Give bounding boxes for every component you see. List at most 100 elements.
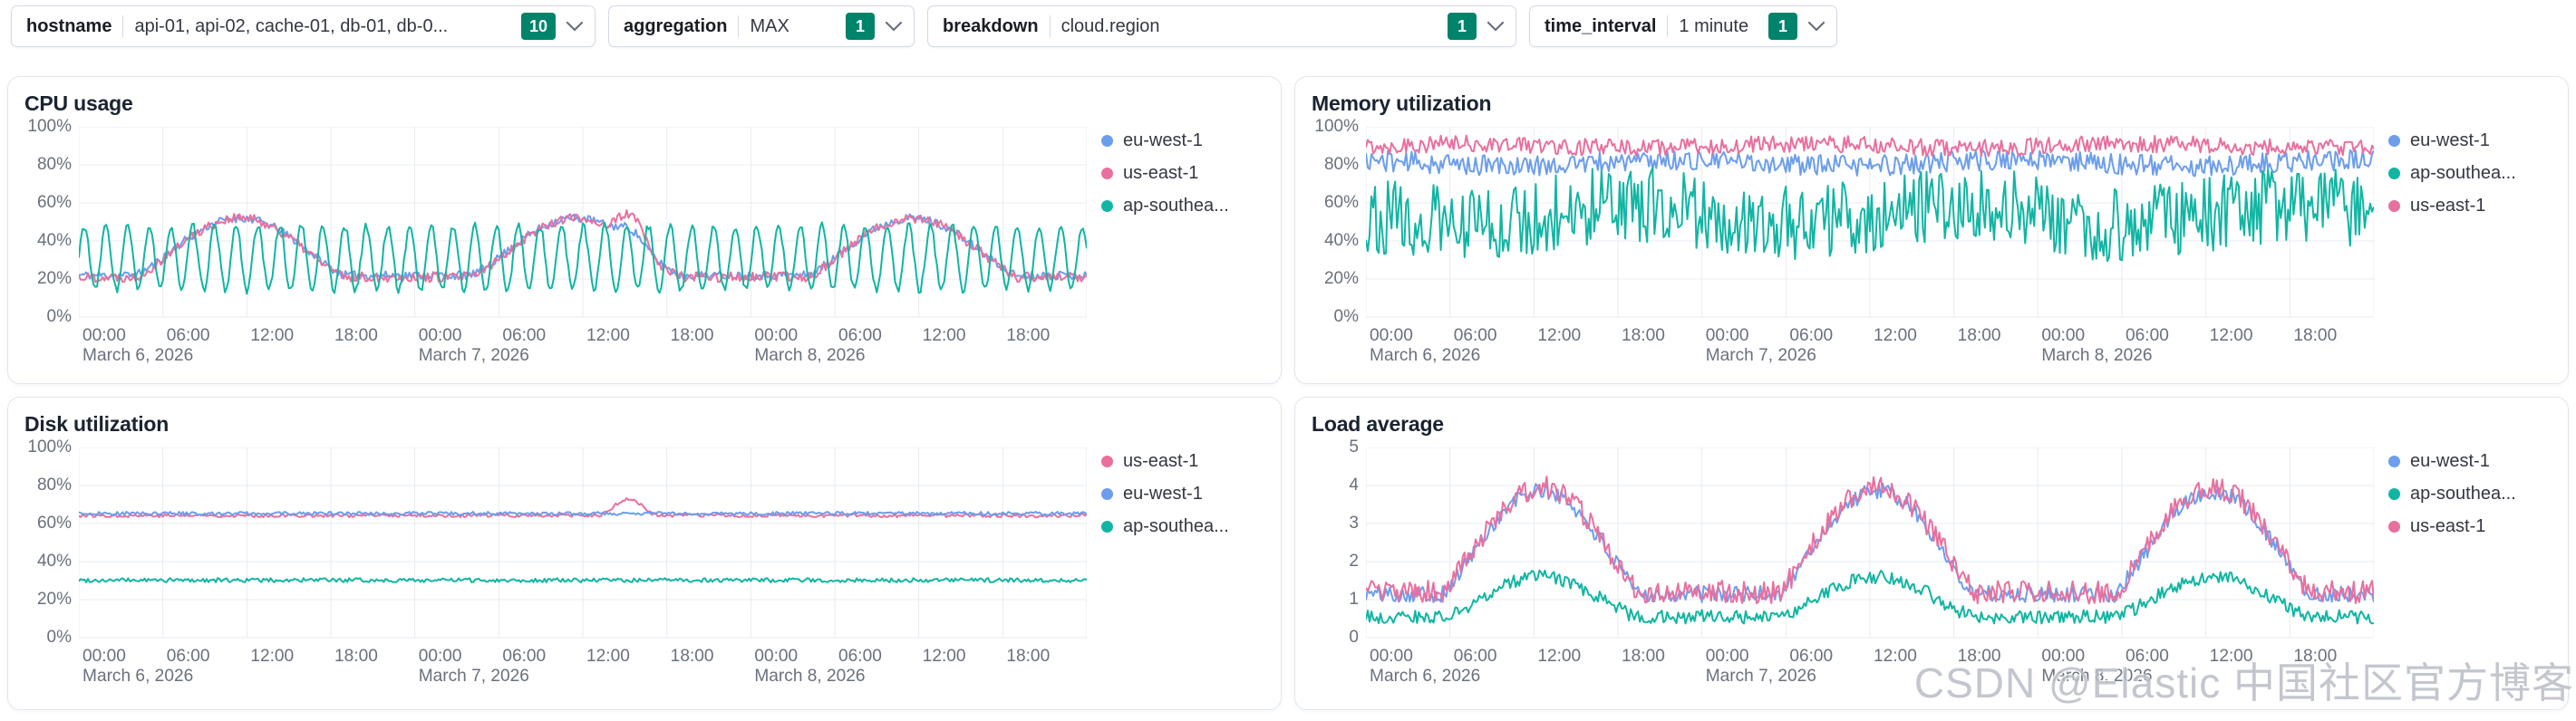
y-tick-label: 40% <box>36 552 72 571</box>
x-tick-label: 18:00 <box>1622 326 1665 345</box>
divider <box>122 15 124 37</box>
legend-item[interactable]: us-east-1 <box>2388 196 2552 216</box>
x-tick-label: 06:00 <box>1454 326 1497 345</box>
legend-dot-icon <box>2388 521 2400 533</box>
load-average-panel: Load average 5 4 3 2 1 0 00:00 March 6, 2026 06:… <box>1294 397 2569 710</box>
y-tick-label: 5 <box>1349 437 1359 457</box>
y-tick-label: 1 <box>1349 590 1359 609</box>
legend-dot-icon <box>2388 200 2400 212</box>
series-line-ap-southea... <box>79 577 1087 583</box>
filter-hostname[interactable]: hostname api-01, api-02, cache-01, db-01… <box>11 5 596 47</box>
count-badge: 1 <box>1448 13 1477 40</box>
filter-bar: hostname api-01, api-02, cache-01, db-01… <box>11 5 2576 47</box>
legend-item[interactable]: eu-west-1 <box>1101 484 1264 505</box>
legend-label: us-east-1 <box>1123 163 1199 183</box>
x-tick-label: 06:00 <box>2126 647 2169 666</box>
chevron-down-icon <box>1487 21 1504 32</box>
x-tick-label: 06:00 <box>167 647 210 666</box>
legend-dot-icon <box>1101 168 1113 179</box>
legend-item[interactable]: us-east-1 <box>1101 451 1264 472</box>
legend-item[interactable]: us-east-1 <box>1101 163 1264 184</box>
dashboard-grid: CPU usage 100% 80% 60% 40% 20% 0% 00:00 March 6… <box>7 76 2569 710</box>
divider <box>738 15 740 37</box>
x-tick-label: 00:00 <box>82 326 126 345</box>
legend-dot-icon <box>2388 456 2400 467</box>
filter-time-interval[interactable]: time_interval 1 minute 1 <box>1529 5 1837 47</box>
legend-item[interactable]: ap-southea... <box>2388 163 2552 184</box>
count-badge: 1 <box>846 13 875 40</box>
x-date-label: March 8, 2026 <box>754 346 865 364</box>
y-tick-label: 0 <box>1349 628 1359 647</box>
y-tick-label: 100% <box>27 437 72 457</box>
x-date-label: March 8, 2026 <box>2041 346 2152 364</box>
panel-title: Memory utilization <box>1312 91 1492 115</box>
x-tick-label: 18:00 <box>1006 647 1050 666</box>
x-tick-label: 12:00 <box>1874 326 1917 345</box>
y-tick-label: 40% <box>36 231 72 250</box>
x-tick-label: 00:00 <box>754 326 798 345</box>
filter-value: 1 minute <box>1679 15 1749 36</box>
legend-label: ap-southea... <box>1123 516 1229 536</box>
y-tick-label: 60% <box>1323 193 1359 212</box>
x-tick-label: 00:00 <box>2041 647 2085 666</box>
legend-item[interactable]: eu-west-1 <box>1101 130 1264 151</box>
filter-aggregation[interactable]: aggregation MAX 1 <box>608 5 915 47</box>
x-date-label: March 8, 2026 <box>754 667 865 685</box>
legend-item[interactable]: ap-southea... <box>1101 516 1264 537</box>
y-tick-label: 60% <box>36 193 72 212</box>
legend-label: us-east-1 <box>2410 196 2486 216</box>
y-tick-label: 80% <box>1323 155 1359 174</box>
legend-item[interactable]: eu-west-1 <box>2388 130 2552 151</box>
x-tick-label: 12:00 <box>1874 647 1917 666</box>
x-tick-label: 00:00 <box>419 647 462 666</box>
series-line-ap-southea... <box>79 221 1087 295</box>
chart-legend: eu-west-1 us-east-1 ap-southea... <box>1087 127 1264 228</box>
y-tick-label: 80% <box>36 155 72 174</box>
legend-item[interactable]: ap-southea... <box>1101 196 1264 216</box>
chart-area: 100% 80% 60% 40% 20% 0% 00:00 March 6, 2026 06:0… <box>24 437 1264 685</box>
x-tick-label: 06:00 <box>838 326 882 345</box>
series-line-us-east-1 <box>1366 476 2374 605</box>
legend-dot-icon <box>1101 456 1113 467</box>
y-tick-label: 0% <box>46 307 72 326</box>
chart-legend: eu-west-1 ap-southea... us-east-1 <box>2374 447 2552 549</box>
x-tick-label: 12:00 <box>586 647 630 666</box>
x-tick-label: 18:00 <box>671 326 714 345</box>
legend-dot-icon <box>1101 488 1113 500</box>
y-tick-label: 0% <box>1333 307 1359 326</box>
x-tick-label: 06:00 <box>838 647 882 666</box>
y-axis: 100% 80% 60% 40% 20% 0% <box>24 437 79 685</box>
x-date-label: March 8, 2026 <box>2041 667 2152 685</box>
filter-label: breakdown <box>943 15 1039 36</box>
legend-dot-icon <box>2388 135 2400 147</box>
filter-label: aggregation <box>624 15 728 36</box>
y-tick-label: 100% <box>1314 117 1359 136</box>
filter-breakdown[interactable]: breakdown cloud.region 1 <box>927 5 1516 47</box>
x-tick-label: 12:00 <box>586 326 630 345</box>
x-tick-label: 12:00 <box>250 326 294 345</box>
panel-title: Disk utilization <box>24 412 169 436</box>
y-tick-label: 100% <box>27 117 72 136</box>
legend-item[interactable]: eu-west-1 <box>2388 451 2552 472</box>
x-tick-label: 18:00 <box>1958 326 2001 345</box>
x-tick-label: 18:00 <box>1622 647 1665 666</box>
y-tick-label: 0% <box>46 628 72 647</box>
y-tick-label: 2 <box>1349 552 1359 571</box>
legend-item[interactable]: us-east-1 <box>2388 516 2552 537</box>
count-badge: 1 <box>1768 13 1797 40</box>
y-tick-label: 20% <box>36 590 72 609</box>
y-tick-label: 40% <box>1323 231 1359 250</box>
filter-value: MAX <box>750 15 789 36</box>
legend-label: ap-southea... <box>2410 163 2516 183</box>
y-axis: 100% 80% 60% 40% 20% 0% <box>1312 117 1366 364</box>
x-tick-label: 06:00 <box>1789 326 1833 345</box>
legend-label: eu-west-1 <box>2410 451 2490 471</box>
legend-item[interactable]: ap-southea... <box>2388 484 2552 505</box>
x-tick-label: 06:00 <box>502 326 546 345</box>
chart-legend: eu-west-1 ap-southea... us-east-1 <box>2374 127 2552 228</box>
filter-value: api-01, api-02, cache-01, db-01, db-0... <box>134 15 449 36</box>
